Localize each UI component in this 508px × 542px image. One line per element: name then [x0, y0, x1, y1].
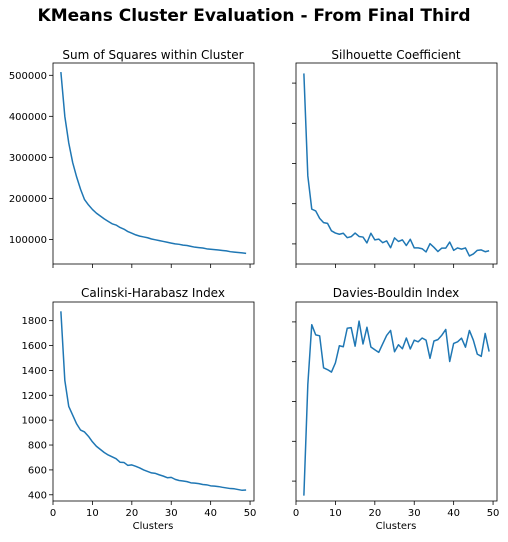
- y-tick-label-calinski-harabasz: 600: [28, 465, 47, 476]
- axes-frame-silhouette: [295, 62, 498, 265]
- axes-frame-davies-bouldin: [295, 301, 498, 502]
- y-tick-label-sum-of-squares: 400000: [9, 112, 47, 123]
- y-tick-label-calinski-harabasz: 1200: [22, 391, 47, 402]
- series-line-calinski-harabasz: [60, 311, 247, 492]
- y-tick-label-sum-of-squares: 100000: [9, 235, 47, 246]
- panel-title-silhouette: Silhouette Coefficient: [331, 48, 460, 62]
- axes-frame-sum-of-squares: [52, 62, 255, 265]
- x-tick-label-davies-bouldin: 20: [368, 508, 381, 519]
- series-line-davies-bouldin: [303, 320, 490, 496]
- x-tick-label-davies-bouldin: 10: [329, 508, 342, 519]
- figure-suptitle: KMeans Cluster Evaluation - From Final T…: [38, 6, 471, 26]
- y-tick-label-calinski-harabasz: 800: [28, 441, 47, 452]
- panel-title-calinski-harabasz: Calinski-Harabasz Index: [81, 286, 225, 300]
- y-tick-label-sum-of-squares: 500000: [9, 71, 47, 82]
- x-tick-label-davies-bouldin: 50: [487, 508, 500, 519]
- axes-frame-calinski-harabasz: [52, 301, 255, 502]
- x-tick-label-davies-bouldin: 0: [293, 508, 299, 519]
- series-line-sum-of-squares: [60, 71, 247, 255]
- panel-title-sum-of-squares: Sum of Squares within Cluster: [62, 48, 243, 62]
- x-tick-label-calinski-harabasz: 0: [50, 508, 56, 519]
- y-tick-label-calinski-harabasz: 1600: [22, 341, 47, 352]
- x-tick-label-calinski-harabasz: 40: [204, 508, 217, 519]
- panel-calinski-harabasz: Calinski-Harabasz Index 0 10 20 30 40 50 400 60…: [22, 286, 257, 532]
- x-tick-label-calinski-harabasz: 20: [125, 508, 138, 519]
- panel-sum-of-squares: Sum of Squares within Cluster 100000 2000…: [9, 48, 255, 268]
- x-axis-label-davies-bouldin: Clusters: [376, 521, 417, 532]
- y-tick-label-calinski-harabasz: 400: [28, 490, 47, 501]
- panel-silhouette: Silhouette Coefficient: [292, 48, 498, 268]
- x-tick-label-calinski-harabasz: 50: [244, 508, 257, 519]
- x-axis-label-calinski-harabasz: Clusters: [133, 521, 174, 532]
- x-tick-label-calinski-harabasz: 10: [86, 508, 99, 519]
- x-tick-label-davies-bouldin: 40: [447, 508, 460, 519]
- y-tick-label-calinski-harabasz: 1000: [22, 416, 47, 427]
- x-tick-label-davies-bouldin: 30: [408, 508, 421, 519]
- x-tick-label-calinski-harabasz: 30: [165, 508, 178, 519]
- series-line-silhouette: [303, 73, 490, 257]
- panel-title-davies-bouldin: Davies-Bouldin Index: [333, 286, 460, 300]
- y-tick-label-calinski-harabasz: 1800: [22, 316, 47, 327]
- y-tick-label-sum-of-squares: 200000: [9, 194, 47, 205]
- y-tick-label-calinski-harabasz: 1400: [22, 366, 47, 377]
- y-tick-label-sum-of-squares: 300000: [9, 153, 47, 164]
- panel-davies-bouldin: Davies-Bouldin Index 0 10 20 30 40 50 Cluster…: [292, 286, 499, 532]
